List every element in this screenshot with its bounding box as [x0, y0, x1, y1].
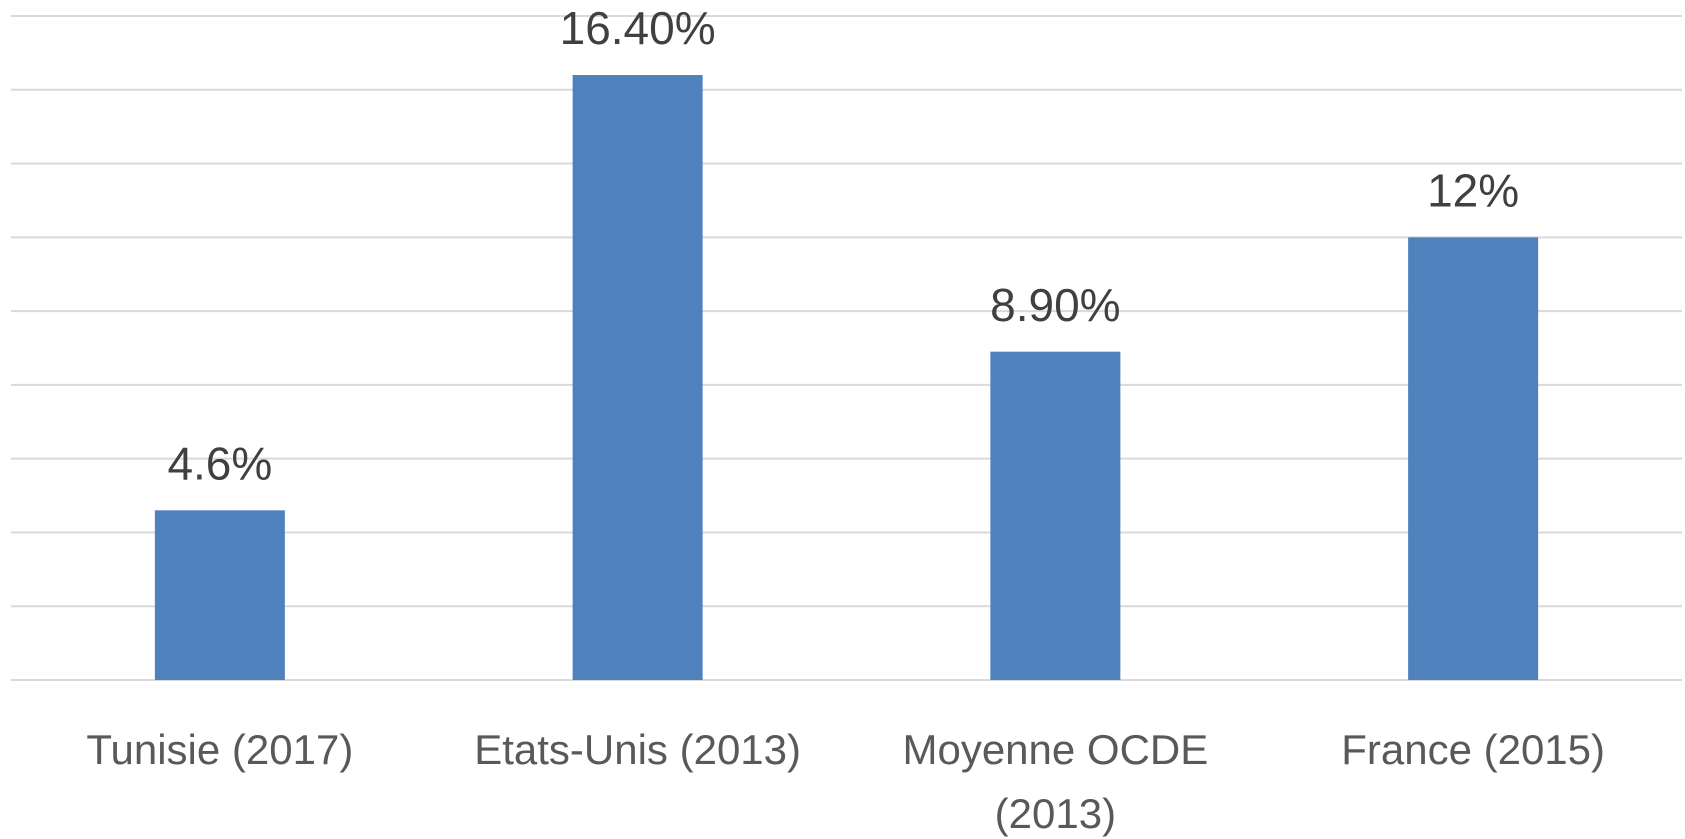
- x-tick-label: Etats-Unis (2013): [474, 726, 802, 773]
- data-label: 16.40%: [560, 2, 716, 54]
- x-tick-label: France (2015): [1341, 726, 1606, 773]
- bar: [572, 75, 703, 681]
- bar: [154, 510, 285, 680]
- x-tick-label: Moyenne OCDE (2013): [902, 726, 1209, 837]
- data-label: 4.6%: [167, 437, 272, 489]
- x-tick-label: Tunisie (2017): [86, 726, 354, 773]
- bar: [1408, 237, 1539, 681]
- data-label: 12%: [1427, 164, 1519, 216]
- data-label: 8.90%: [990, 279, 1120, 331]
- bar: [990, 351, 1121, 680]
